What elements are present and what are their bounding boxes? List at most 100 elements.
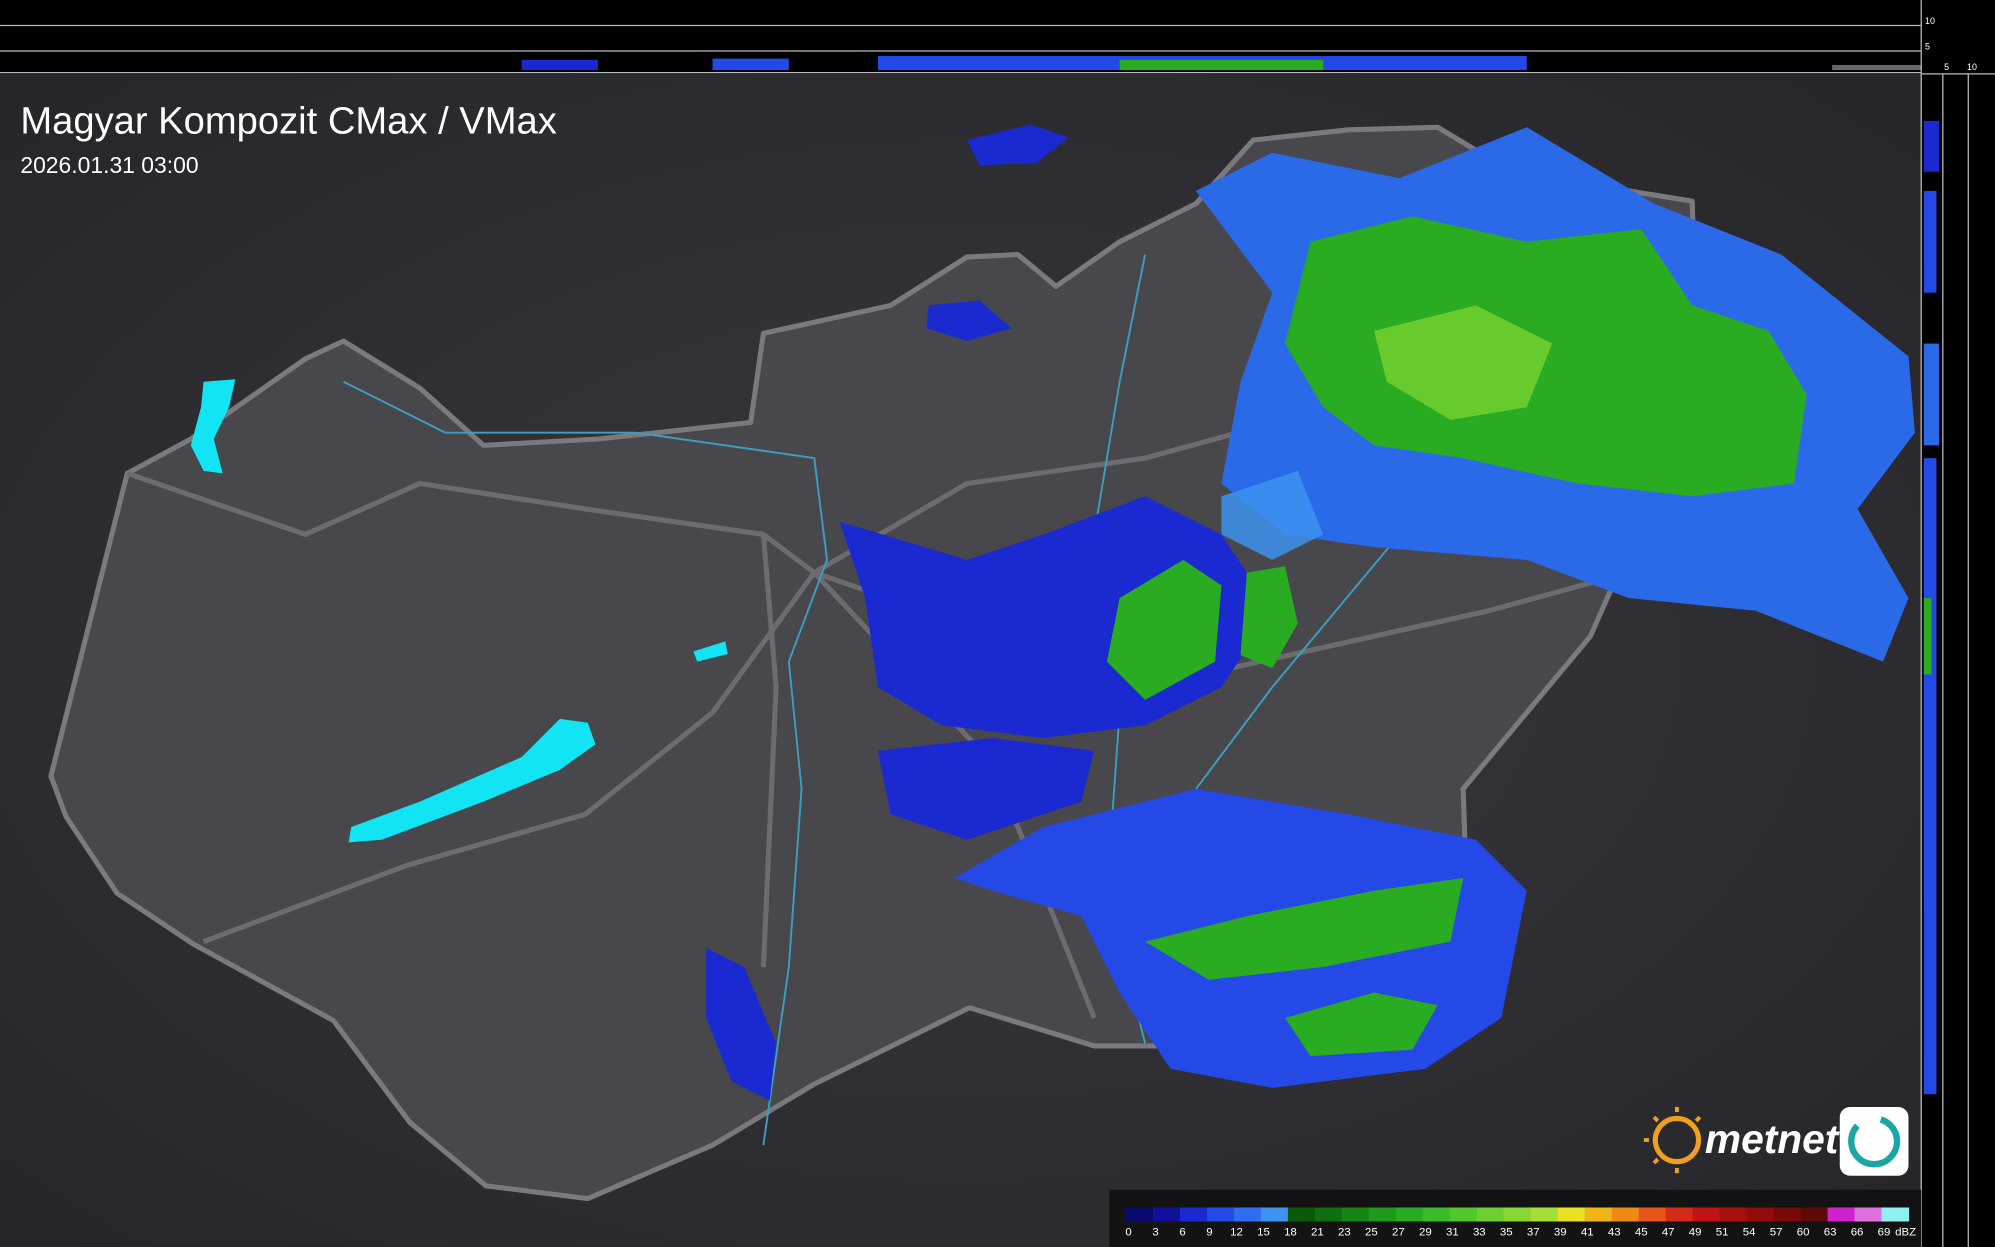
top-profile-lines	[0, 24, 1922, 74]
profile-echo	[1923, 190, 1937, 293]
legend-swatch	[1314, 1207, 1343, 1222]
legend-swatch	[1206, 1207, 1235, 1222]
profile-echo	[1119, 59, 1324, 71]
legend-label: 3	[1152, 1226, 1158, 1238]
legend-swatch	[1827, 1207, 1856, 1222]
legend-label: 25	[1365, 1226, 1378, 1238]
legend-swatch	[1557, 1207, 1586, 1222]
profile-echo	[1923, 458, 1937, 1095]
logo-text: metnet	[1705, 1116, 1840, 1162]
side-profile-lines	[1920, 0, 1995, 1247]
echo-area	[966, 124, 1069, 166]
echo-area	[706, 947, 777, 1101]
legend-label: 21	[1311, 1226, 1324, 1238]
legend-label: 49	[1689, 1226, 1702, 1238]
legend-swatch	[1233, 1207, 1262, 1222]
side-profile-echoes	[1923, 120, 1940, 1095]
legend-label: 33	[1473, 1226, 1486, 1238]
legend-swatch	[1881, 1207, 1910, 1222]
map-title: Magyar Kompozit CMax / VMax	[20, 100, 556, 143]
profile-echo	[521, 59, 598, 71]
profile-echo	[1923, 343, 1940, 446]
legend-swatch	[1503, 1207, 1532, 1222]
legend-label: 51	[1716, 1226, 1729, 1238]
logo-sun	[1652, 1115, 1702, 1165]
lake-ferto	[190, 379, 236, 474]
logo-swirl	[1848, 1115, 1901, 1168]
profile-echo	[1923, 598, 1932, 675]
side-tick-label: 10	[1967, 62, 1977, 72]
side-tick-label: 5	[1944, 62, 1949, 72]
echo-area	[1221, 470, 1324, 560]
legend-label: 31	[1446, 1226, 1459, 1238]
legend-label: 29	[1419, 1226, 1432, 1238]
legend-swatch	[1611, 1207, 1640, 1222]
echo-area	[1145, 877, 1464, 980]
top-profile-echoes	[521, 56, 1922, 71]
road	[760, 534, 779, 968]
profile-echo	[1832, 64, 1922, 71]
legend-swatch	[1692, 1207, 1721, 1222]
legend-swatch	[1584, 1207, 1613, 1222]
legend-swatch	[1773, 1207, 1802, 1222]
legend-label: 60	[1797, 1226, 1810, 1238]
legend-swatch	[1854, 1207, 1883, 1222]
legend-unit: dBZ	[1895, 1226, 1916, 1238]
legend-swatch	[1638, 1207, 1667, 1222]
legend-swatch	[1530, 1207, 1559, 1222]
legend-label: 12	[1230, 1226, 1243, 1238]
legend-label: 23	[1338, 1226, 1351, 1238]
legend-swatch	[1719, 1207, 1748, 1222]
legend-label: 37	[1527, 1226, 1540, 1238]
legend-swatch	[1152, 1207, 1181, 1222]
legend-label: 6	[1179, 1226, 1185, 1238]
echo-area	[1240, 566, 1298, 669]
legend-label: 27	[1392, 1226, 1405, 1238]
map-timestamp: 2026.01.31 03:00	[20, 152, 198, 178]
legend-swatch	[1260, 1207, 1289, 1222]
legend-swatch	[1746, 1207, 1775, 1222]
legend-label: 63	[1824, 1226, 1837, 1238]
echo-area	[1106, 559, 1222, 700]
lake-balaton	[348, 718, 596, 843]
river	[343, 380, 828, 1146]
legend-swatch	[1449, 1207, 1478, 1222]
legend-swatch	[1341, 1207, 1370, 1222]
legend-label: 0	[1125, 1226, 1131, 1238]
profile-echo	[1923, 120, 1940, 172]
legend-label: 47	[1662, 1226, 1675, 1238]
side-tick-label: 10	[1925, 16, 1935, 26]
echo-area	[877, 738, 1095, 840]
precipitation	[706, 124, 1915, 1101]
legend-swatch	[1126, 1207, 1154, 1222]
legend-label: 69	[1878, 1226, 1891, 1238]
logo-rays	[1643, 1106, 1702, 1174]
side-tick-label: 5	[1925, 42, 1930, 52]
legend-swatch	[1422, 1207, 1451, 1222]
legend: 0 3 6 9 12 15 18 21 23 25 27 29 31 33 35 37 39 41 43 45 47 49…	[1125, 1207, 1916, 1238]
legend-label: 41	[1581, 1226, 1594, 1238]
legend-swatch	[1368, 1207, 1397, 1222]
legend-swatch	[1476, 1207, 1505, 1222]
echo-area	[1285, 992, 1438, 1057]
legend-label: 15	[1257, 1226, 1270, 1238]
legend-label: 57	[1770, 1226, 1783, 1238]
logo: metnet	[1643, 1106, 1909, 1176]
legend-label: 66	[1851, 1226, 1864, 1238]
profile-echo	[712, 58, 789, 71]
legend-swatch	[1179, 1207, 1208, 1222]
lake-velence	[693, 641, 728, 662]
legend-label: 39	[1554, 1226, 1567, 1238]
road	[202, 571, 817, 944]
legend-swatch	[1800, 1207, 1829, 1222]
legend-swatch	[1395, 1207, 1424, 1222]
legend-label: 45	[1635, 1226, 1648, 1238]
echo-area	[1374, 305, 1553, 420]
legend-label: 54	[1743, 1226, 1756, 1238]
legend-label: 43	[1608, 1226, 1621, 1238]
legend-swatch	[1287, 1207, 1316, 1222]
echo-area	[926, 300, 1012, 342]
legend-swatch	[1665, 1207, 1694, 1222]
